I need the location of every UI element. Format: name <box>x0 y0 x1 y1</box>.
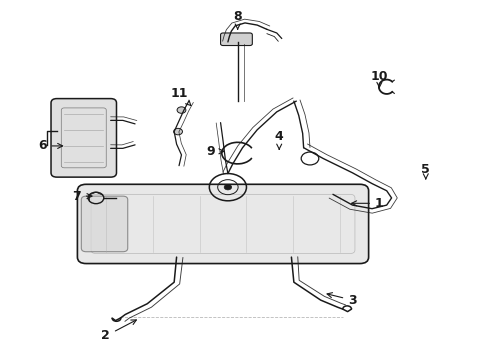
Circle shape <box>224 184 232 190</box>
FancyBboxPatch shape <box>81 196 128 252</box>
FancyBboxPatch shape <box>220 33 252 45</box>
Text: 6: 6 <box>38 139 63 152</box>
Text: 5: 5 <box>421 163 430 179</box>
FancyBboxPatch shape <box>77 184 368 264</box>
Text: 11: 11 <box>171 87 191 105</box>
Text: 2: 2 <box>101 320 136 342</box>
Text: 8: 8 <box>233 10 242 29</box>
Text: 9: 9 <box>206 145 224 158</box>
Text: 4: 4 <box>275 130 284 149</box>
Circle shape <box>177 107 186 113</box>
FancyBboxPatch shape <box>51 99 117 177</box>
Text: 10: 10 <box>370 69 388 88</box>
Text: 1: 1 <box>352 197 384 210</box>
Text: 7: 7 <box>72 190 92 203</box>
Text: 3: 3 <box>327 293 357 307</box>
Circle shape <box>173 129 182 135</box>
